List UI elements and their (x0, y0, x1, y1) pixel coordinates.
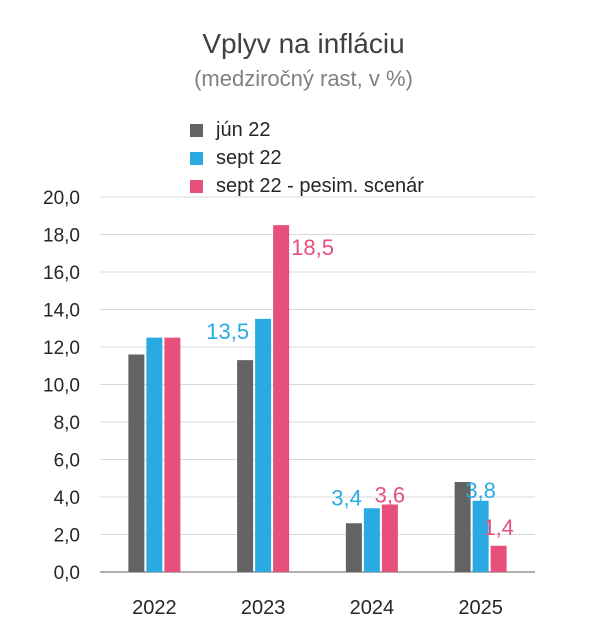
y-tick-label: 20,0 (43, 188, 80, 209)
y-tick-label: 14,0 (43, 301, 80, 322)
data-label-2023-series-1: 13,5 (206, 319, 249, 344)
bar-2024-series-0 (345, 523, 362, 572)
data-label-2024-series-1: 3,4 (331, 485, 362, 510)
bar-2024-series-1 (363, 508, 380, 572)
legend-swatch-sept-22-pesim (190, 179, 203, 193)
legend-label-sept-22: sept 22 (216, 146, 282, 169)
x-tick-label-2025: 2025 (458, 597, 503, 617)
y-tick-label: 8,0 (54, 413, 80, 434)
y-tick-label: 2,0 (54, 526, 80, 547)
bar-2023-series-0 (237, 360, 254, 572)
legend-label-jun-22: jún 22 (216, 118, 271, 141)
legend-swatch-jun-22 (190, 123, 203, 137)
bar-2022-series-1 (146, 337, 163, 572)
data-label-2023-series-2: 18,5 (291, 235, 334, 260)
legend-item-jun-22: jún 22 (190, 116, 424, 144)
legend-item-sept-22: sept 22 (190, 144, 424, 172)
bar-2025-series-2 (490, 545, 507, 572)
y-tick-label: 10,0 (43, 376, 80, 397)
y-tick-label: 16,0 (43, 263, 80, 284)
legend-label-sept-22-pesim: sept 22 - pesim. scenár (216, 174, 424, 197)
bar-2023-series-1 (255, 318, 272, 572)
x-tick-label-2024: 2024 (350, 597, 395, 617)
y-tick-label: 18,0 (43, 226, 80, 247)
data-label-2025-series-2: 1,4 (483, 515, 514, 540)
bar-2023-series-2 (273, 225, 290, 572)
chart-title: Vplyv na infláciu (202, 28, 405, 59)
y-tick-label: 6,0 (54, 451, 80, 472)
bar-2022-series-0 (128, 354, 145, 572)
legend: jún 22 sept 22 sept 22 - pesim. scenár (190, 116, 424, 200)
y-tick-label: 0,0 (54, 563, 80, 584)
y-tick-label: 12,0 (43, 338, 80, 359)
bar-2024-series-2 (381, 504, 398, 572)
x-tick-label-2022: 2022 (132, 597, 177, 617)
bar-2025-series-1 (472, 500, 489, 572)
y-tick-label: 4,0 (54, 488, 80, 509)
legend-item-sept-22-pesim: sept 22 - pesim. scenár (190, 172, 424, 200)
bar-2022-series-2 (164, 337, 181, 572)
bar-2025-series-0 (454, 482, 471, 572)
chart-subtitle: (medziročný rast, v %) (194, 66, 413, 91)
data-label-2024-series-2: 3,6 (375, 483, 406, 508)
x-tick-label-2023: 2023 (241, 597, 286, 617)
data-label-2025-series-1: 3,8 (465, 478, 496, 503)
legend-swatch-sept-22 (190, 151, 203, 165)
